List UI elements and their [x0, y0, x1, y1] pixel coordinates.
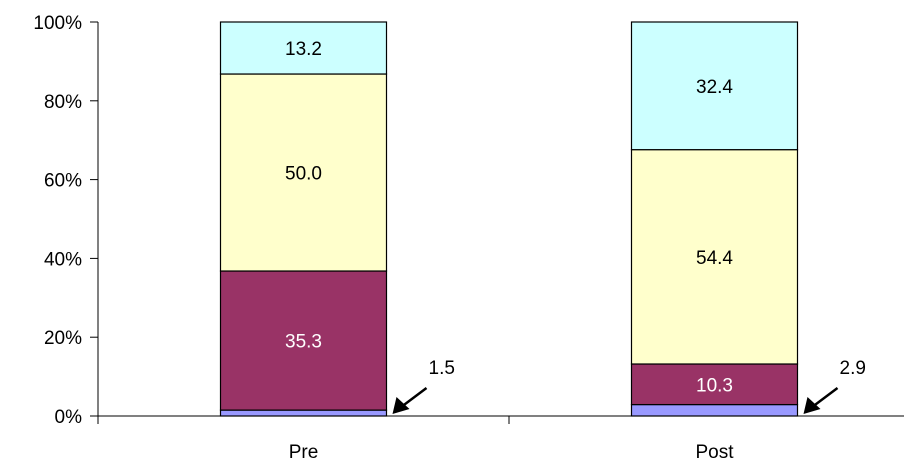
data-label-post-0: 2.9	[840, 358, 866, 379]
x-tick-label-post: Post	[695, 442, 734, 463]
bars-group	[219, 21, 799, 417]
callout-arrow-head	[392, 397, 410, 414]
bar-segment-pre-1	[219, 270, 388, 411]
data-label-pre-2: 50.0	[285, 164, 322, 185]
bar-segment-pre-3	[219, 21, 388, 75]
y-ticks-group: 0% 20% 40% 60% 80% 100%	[33, 13, 98, 428]
y-tick-label: 40%	[44, 249, 82, 270]
bar-segment-pre-0	[219, 409, 388, 417]
data-label-pre-0: 1.5	[429, 358, 455, 379]
bar-segment-pre-2	[219, 73, 388, 272]
callouts-group: 1.5 2.9	[392, 358, 866, 414]
segment-labels-group: 35.3 50.0 13.2 10.3 54.4 32.4	[285, 39, 733, 396]
y-tick-label: 60%	[44, 171, 82, 192]
callout-arrow-head	[803, 397, 821, 414]
bar-segment-post-3	[630, 21, 799, 151]
y-tick-label: 0%	[55, 407, 83, 428]
x-ticks-group: Pre Post	[97, 416, 734, 463]
data-label-post-1: 10.3	[696, 375, 733, 396]
data-label-pre-3: 13.2	[285, 39, 322, 60]
callout-arrow-line	[812, 387, 839, 407]
x-tick-label-pre: Pre	[289, 442, 319, 463]
y-tick-label: 80%	[44, 92, 82, 113]
data-label-pre-1: 35.3	[285, 332, 322, 353]
callout-arrow-line	[401, 387, 428, 407]
y-tick-label: 20%	[44, 328, 82, 349]
bar-segment-post-0	[630, 403, 799, 417]
y-tick-label: 100%	[33, 13, 82, 34]
data-label-post-3: 32.4	[696, 77, 733, 98]
data-label-post-2: 54.4	[696, 248, 733, 269]
